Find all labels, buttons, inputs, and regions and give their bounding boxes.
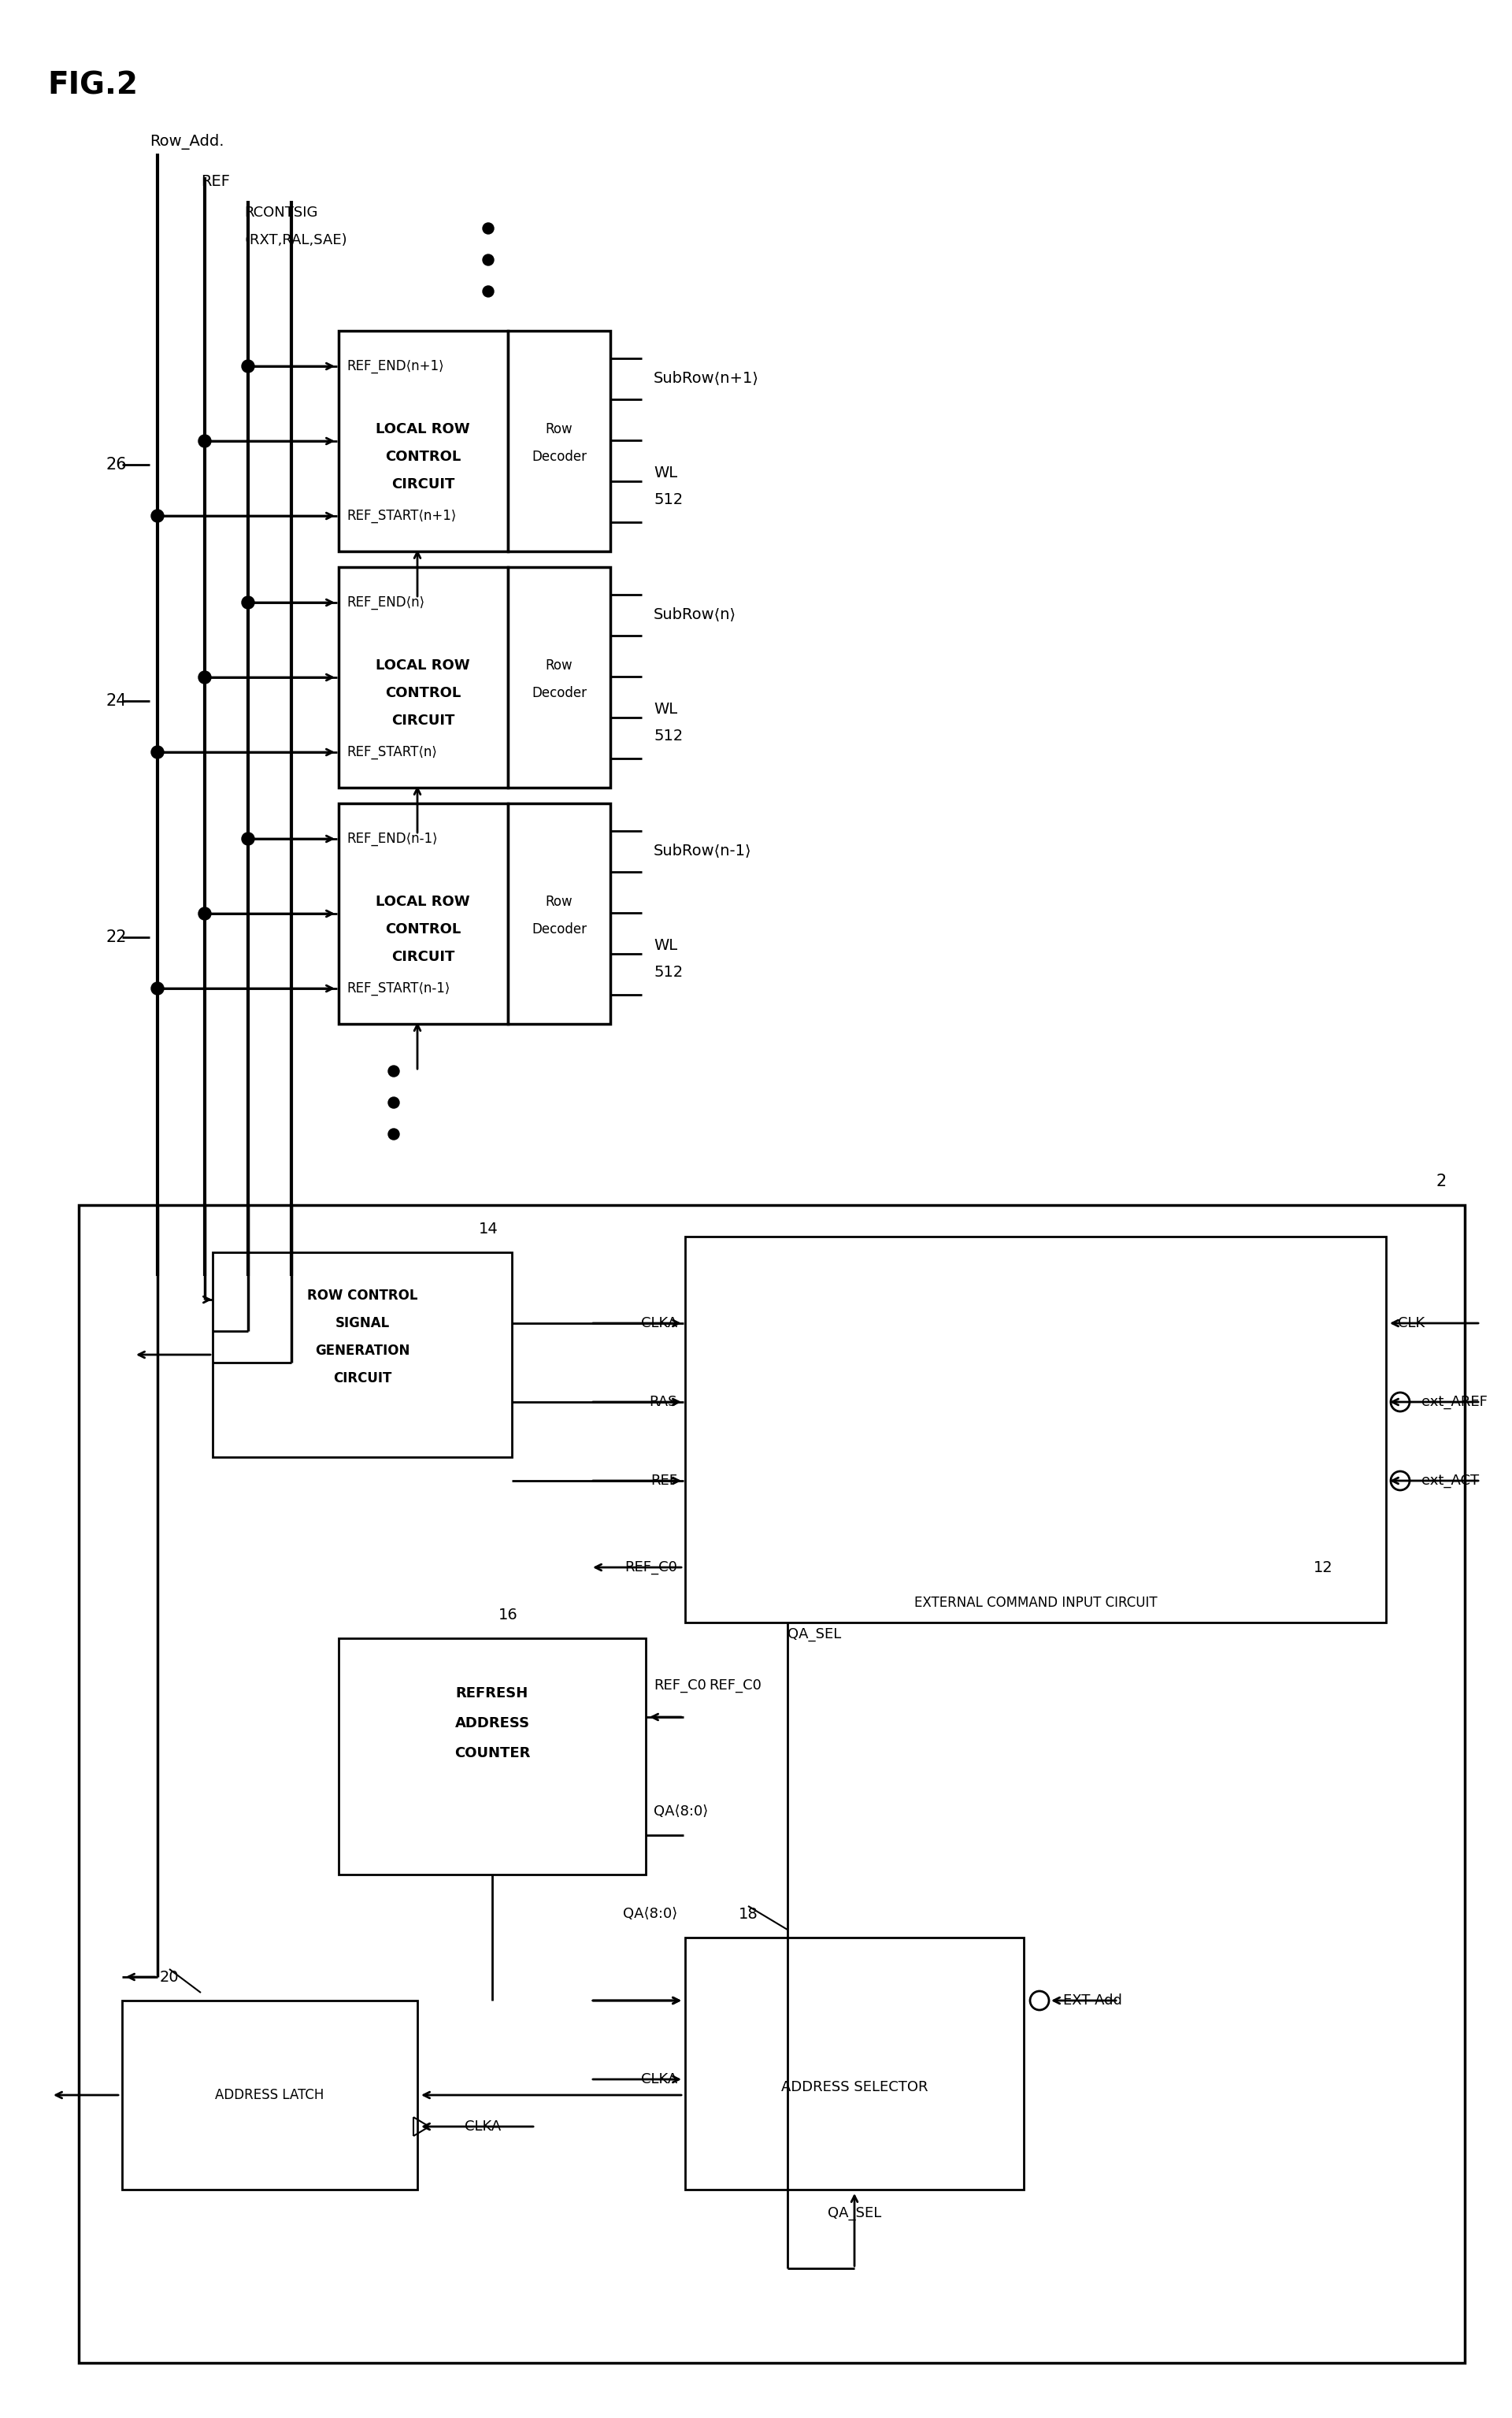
Text: SubRow⟨n-1⟩: SubRow⟨n-1⟩	[653, 844, 751, 858]
Text: REF_START⟨n⟩: REF_START⟨n⟩	[346, 745, 437, 759]
Text: QA_SEL: QA_SEL	[827, 2205, 881, 2220]
Circle shape	[198, 672, 212, 684]
Circle shape	[482, 222, 494, 235]
Bar	[508, 568, 611, 788]
Text: 512: 512	[653, 728, 683, 745]
Circle shape	[198, 435, 212, 447]
Bar	[339, 568, 508, 788]
Text: EXT Add: EXT Add	[1063, 1992, 1122, 2007]
Text: QA_SEL: QA_SEL	[788, 1627, 841, 1642]
Text: SubRow⟨n⟩: SubRow⟨n⟩	[653, 607, 736, 621]
Text: 12: 12	[1314, 1560, 1332, 1574]
Text: (RXT,RAL,SAE): (RXT,RAL,SAE)	[243, 232, 346, 247]
Bar	[508, 331, 611, 551]
Text: Row_Add.: Row_Add.	[150, 133, 224, 150]
Text: RCONTSIG: RCONTSIG	[243, 206, 318, 220]
Circle shape	[151, 510, 163, 522]
Text: GENERATION: GENERATION	[314, 1344, 410, 1359]
Bar	[685, 1236, 1387, 1622]
Text: WL: WL	[653, 701, 677, 716]
Text: REF_START⟨n-1⟩: REF_START⟨n-1⟩	[346, 982, 451, 996]
Bar	[685, 1937, 1024, 2191]
Text: RAS: RAS	[649, 1395, 677, 1410]
Text: 20: 20	[160, 1968, 178, 1985]
Circle shape	[242, 832, 254, 846]
Text: ext_AREF: ext_AREF	[1421, 1395, 1488, 1410]
Text: SubRow⟨n+1⟩: SubRow⟨n+1⟩	[653, 370, 759, 384]
Bar	[508, 803, 611, 1023]
Text: QA⟨8:0⟩: QA⟨8:0⟩	[653, 1804, 708, 1818]
Bar	[339, 1639, 646, 1874]
Text: 2: 2	[1436, 1173, 1447, 1190]
Text: Row: Row	[546, 895, 573, 909]
Text: CLK: CLK	[1397, 1315, 1424, 1330]
Text: CIRCUIT: CIRCUIT	[392, 713, 455, 728]
Text: Row: Row	[546, 658, 573, 672]
Text: Row: Row	[546, 423, 573, 435]
Text: SIGNAL: SIGNAL	[336, 1315, 390, 1330]
Circle shape	[389, 1129, 399, 1139]
Circle shape	[389, 1066, 399, 1076]
Text: WL: WL	[653, 938, 677, 953]
Circle shape	[151, 745, 163, 759]
Text: ROW CONTROL: ROW CONTROL	[307, 1289, 417, 1303]
Text: 18: 18	[738, 1905, 758, 1922]
Circle shape	[151, 982, 163, 994]
Text: CIRCUIT: CIRCUIT	[392, 476, 455, 491]
Text: FIG.2: FIG.2	[47, 70, 138, 102]
Circle shape	[482, 285, 494, 297]
Text: REF: REF	[201, 174, 230, 189]
Text: REF_C0: REF_C0	[624, 1560, 677, 1574]
Text: LOCAL ROW: LOCAL ROW	[376, 658, 470, 672]
Text: REF_END⟨n-1⟩: REF_END⟨n-1⟩	[346, 832, 437, 846]
Text: CIRCUIT: CIRCUIT	[333, 1371, 392, 1386]
Text: REF_END⟨n⟩: REF_END⟨n⟩	[346, 595, 425, 609]
Bar	[339, 803, 508, 1023]
Text: Decoder: Decoder	[532, 921, 587, 936]
Text: QA⟨8:0⟩: QA⟨8:0⟩	[623, 1908, 677, 1920]
Text: 512: 512	[653, 965, 683, 979]
Text: CIRCUIT: CIRCUIT	[392, 950, 455, 965]
Text: WL: WL	[653, 464, 677, 481]
Text: REF_C0: REF_C0	[653, 1678, 706, 1693]
Text: Decoder: Decoder	[532, 450, 587, 464]
Text: CLKA: CLKA	[464, 2121, 500, 2133]
Text: 22: 22	[106, 929, 127, 945]
Text: 26: 26	[106, 457, 127, 472]
Text: COUNTER: COUNTER	[454, 1746, 531, 1760]
Circle shape	[482, 254, 494, 266]
Bar	[122, 2000, 417, 2191]
Text: EXTERNAL COMMAND INPUT CIRCUIT: EXTERNAL COMMAND INPUT CIRCUIT	[915, 1596, 1157, 1610]
Text: REF_C0: REF_C0	[709, 1678, 762, 1693]
Text: ADDRESS: ADDRESS	[455, 1717, 529, 1731]
Text: LOCAL ROW: LOCAL ROW	[376, 423, 470, 435]
Text: REF_START⟨n+1⟩: REF_START⟨n+1⟩	[346, 508, 457, 522]
Text: CONTROL: CONTROL	[386, 450, 461, 464]
Text: CLKA: CLKA	[641, 1315, 677, 1330]
Text: ADDRESS LATCH: ADDRESS LATCH	[215, 2089, 324, 2101]
Circle shape	[198, 907, 212, 919]
Text: LOCAL ROW: LOCAL ROW	[376, 895, 470, 909]
Text: REF_END⟨n+1⟩: REF_END⟨n+1⟩	[346, 360, 445, 372]
Text: ADDRESS SELECTOR: ADDRESS SELECTOR	[782, 2079, 928, 2094]
Bar	[213, 1253, 513, 1458]
Circle shape	[242, 360, 254, 372]
Text: Decoder: Decoder	[532, 687, 587, 701]
Text: 14: 14	[478, 1221, 497, 1236]
Text: ext_ACT: ext_ACT	[1421, 1473, 1479, 1487]
Text: 24: 24	[106, 694, 127, 708]
Circle shape	[389, 1098, 399, 1107]
Text: REF: REF	[650, 1473, 677, 1487]
Bar	[79, 1204, 1465, 2362]
Text: 512: 512	[653, 493, 683, 508]
Text: CLKA: CLKA	[641, 2072, 677, 2087]
Text: 16: 16	[497, 1608, 517, 1622]
Circle shape	[242, 597, 254, 609]
Text: REFRESH: REFRESH	[455, 1685, 529, 1700]
Bar	[339, 331, 508, 551]
Text: CONTROL: CONTROL	[386, 687, 461, 701]
Text: CONTROL: CONTROL	[386, 921, 461, 936]
